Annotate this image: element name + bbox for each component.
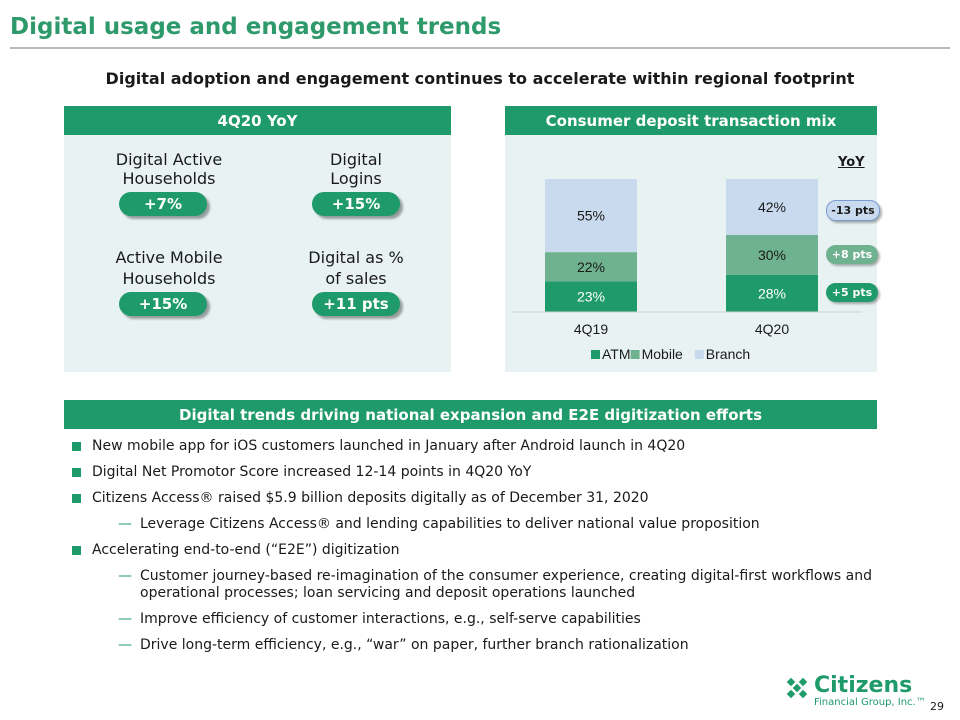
data-label-branch-4q19: 55% — [577, 208, 605, 224]
sub-bullet-item: — Leverage Citizens Access® and lending c… — [72, 516, 892, 533]
dash-icon: — — [118, 637, 132, 653]
trends-bullet-list: New mobile app for iOS customers launche… — [72, 438, 892, 663]
bullet-square-icon — [72, 468, 81, 477]
bullet-square-icon — [72, 494, 81, 503]
sub-bullet-text: Leverage Citizens Access® and lending ca… — [140, 516, 760, 532]
trends-panel-header: Digital trends driving national expansio… — [64, 400, 877, 429]
bullet-text: New mobile app for iOS customers launche… — [92, 438, 686, 454]
kpi-label-line: Logins — [330, 169, 382, 188]
legend-swatch-branch — [694, 350, 704, 359]
legend-item-mobile: Mobile — [630, 346, 683, 362]
bullet-item: New mobile app for iOS customers launche… — [72, 438, 892, 455]
yoy-label: YoY — [838, 155, 865, 170]
citizens-logo-icon — [786, 677, 808, 699]
x-tick-label-4q20: 4Q20 — [755, 321, 789, 337]
legend-item-atm: ATM — [591, 346, 631, 362]
dash-icon: — — [118, 516, 132, 532]
bar-atm-4q19 — [545, 281, 637, 312]
data-label-branch-4q20: 42% — [758, 199, 786, 215]
bullet-text: Citizens Access® raised $5.9 billion dep… — [92, 490, 649, 506]
sub-bullet-text: Improve efficiency of customer interacti… — [140, 611, 641, 627]
kpi-label-digital-logins: Digital Logins — [281, 150, 431, 188]
sub-bullet-text: Drive long-term efficiency, e.g., “war” … — [140, 637, 689, 653]
bullet-square-icon — [72, 442, 81, 451]
kpi-label-line: of sales — [325, 269, 387, 288]
bar-atm-4q20 — [726, 274, 818, 312]
kpi-value-digital-logins: +15% — [312, 192, 400, 216]
kpi-label-line: Households — [122, 269, 216, 288]
bullet-item: Accelerating end-to-end (“E2E”) digitiza… — [72, 542, 892, 559]
dash-icon: — — [118, 611, 132, 627]
kpi-panel: Digital Active Households +7% Digital Lo… — [64, 135, 451, 372]
data-label-mobile-4q20: 30% — [758, 247, 786, 263]
legend-item-branch: Branch — [694, 346, 750, 362]
kpi-label-digital-active-households: Digital Active Households — [94, 150, 244, 188]
logo-wordmark: Citizens — [814, 673, 913, 698]
dash-icon: — — [118, 568, 132, 584]
sub-bullet-item: — Customer journey-based re-imagination o… — [72, 568, 892, 602]
kpi-label-line: Households — [122, 169, 216, 188]
kpi-panel-header: 4Q20 YoY — [64, 106, 451, 135]
sub-bullet-item: — Drive long-term efficiency, e.g., “war”… — [72, 637, 892, 654]
bullet-item: Digital Net Promotor Score increased 12-… — [72, 464, 892, 481]
legend-swatch-mobile — [630, 350, 640, 359]
bullet-text: Accelerating end-to-end (“E2E”) digitiza… — [92, 542, 400, 558]
kpi-value-active-mobile-households: +15% — [119, 292, 207, 316]
title-divider — [10, 47, 950, 49]
data-label-atm-4q20: 28% — [758, 285, 786, 301]
legend-label-atm: ATM — [602, 346, 631, 362]
bullet-item: Citizens Access® raised $5.9 billion dep… — [72, 490, 892, 507]
logo-subtitle: Financial Group, Inc.™ — [814, 697, 926, 708]
legend-label-branch: Branch — [706, 346, 750, 362]
x-tick-label-4q19: 4Q19 — [574, 321, 608, 337]
legend-swatch-atm — [591, 350, 600, 359]
yoy-chip-atm: +5 pts — [826, 283, 878, 302]
data-label-mobile-4q19: 22% — [577, 259, 605, 275]
yoy-chip-branch: -13 pts — [826, 200, 880, 221]
kpi-label-line: Active Mobile — [115, 248, 223, 267]
bar-mobile-4q19 — [545, 252, 637, 282]
kpi-label-line: Digital as % — [308, 248, 404, 267]
page-title: Digital usage and engagement trends — [10, 14, 502, 40]
page-number: 29 — [930, 700, 944, 713]
page-subtitle: Digital adoption and engagement continue… — [105, 69, 855, 88]
kpi-value-digital-pct-sales: +11 pts — [312, 292, 400, 316]
kpi-value-digital-active-households: +7% — [119, 192, 207, 216]
chart-panel-header: Consumer deposit transaction mix — [505, 106, 877, 135]
data-label-atm-4q19: 23% — [577, 289, 605, 305]
kpi-label-active-mobile-households: Active Mobile Households — [94, 247, 244, 289]
bullet-text: Digital Net Promotor Score increased 12-… — [92, 464, 532, 480]
bar-branch-4q19 — [545, 179, 637, 253]
bullet-square-icon — [72, 546, 81, 555]
kpi-label-line: Digital — [330, 150, 382, 169]
sub-bullet-text: Customer journey-based re-imagination of… — [140, 568, 873, 601]
kpi-label-line: Digital Active — [115, 150, 223, 169]
sub-bullet-item: — Improve efficiency of customer interact… — [72, 611, 892, 628]
bar-mobile-4q20 — [726, 234, 818, 275]
legend-label-mobile: Mobile — [642, 346, 683, 362]
kpi-label-digital-pct-sales: Digital as % of sales — [281, 247, 431, 289]
bar-branch-4q20 — [726, 179, 818, 235]
yoy-chip-mobile: +8 pts — [826, 245, 878, 264]
